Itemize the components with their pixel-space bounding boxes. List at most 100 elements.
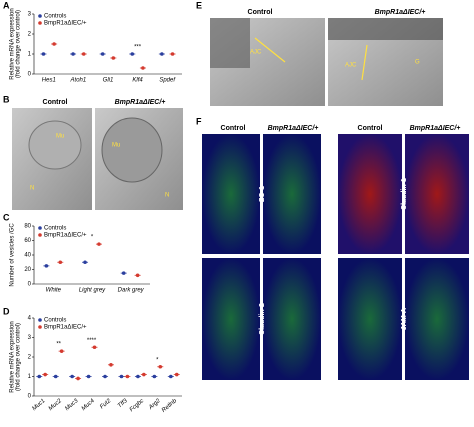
x-tick-label: Gli1 xyxy=(103,78,114,84)
image-label: G xyxy=(415,60,420,66)
y-tick-label: 2 xyxy=(28,355,32,361)
y-tick-label: 20 xyxy=(24,267,31,273)
x-tick-label: Hes1 xyxy=(42,78,56,84)
fluorescence-image xyxy=(338,258,402,380)
mucus-granule xyxy=(101,117,163,183)
dot xyxy=(100,52,105,56)
panel-letter: E xyxy=(196,0,202,10)
image-label: Mu xyxy=(112,143,120,149)
dot xyxy=(142,372,146,377)
dot xyxy=(109,363,113,367)
y-axis-label: Relative mRNA expression xyxy=(10,8,16,79)
dot xyxy=(121,271,126,275)
column-label: BmpR1aΔIEC/+ xyxy=(268,125,319,132)
x-tick-label: Light grey xyxy=(79,288,106,294)
dot xyxy=(141,66,145,70)
panel-letter: C xyxy=(3,212,10,222)
y-tick-label: 1 xyxy=(28,374,32,380)
y-axis-label: (fold change over control) xyxy=(16,323,22,391)
legend-label: BmpR1aΔIEC/+ xyxy=(44,325,87,331)
legend-label: Controls xyxy=(44,318,66,324)
dot xyxy=(58,260,63,265)
x-tick-label: Muc2 xyxy=(48,398,64,412)
dot xyxy=(41,52,46,56)
legend-marker xyxy=(38,14,42,18)
dot xyxy=(130,52,135,56)
dot xyxy=(86,374,91,379)
y-tick-label: 80 xyxy=(24,224,31,230)
dot xyxy=(125,374,130,379)
dot xyxy=(158,364,163,369)
x-tick-label: Muc4 xyxy=(81,398,97,412)
dot xyxy=(59,349,64,353)
dot xyxy=(97,242,101,246)
y-tick-label: 0 xyxy=(28,394,32,400)
legend-marker xyxy=(38,318,42,322)
dot xyxy=(92,345,97,350)
y-tick-label: 3 xyxy=(28,12,32,18)
panel-letter: F xyxy=(196,116,202,126)
fluorescence-image xyxy=(338,134,402,254)
x-tick-label: Fcgbc xyxy=(129,398,145,413)
dot xyxy=(76,376,80,381)
dot xyxy=(83,260,87,265)
panel-letter: B xyxy=(3,94,10,104)
column-label: Control xyxy=(221,125,246,132)
dot xyxy=(70,374,74,379)
dot xyxy=(160,52,164,56)
column-label: BmpR1aΔIEC/+ xyxy=(410,125,461,132)
y-axis-label: Number of vesicles /GC xyxy=(10,223,16,287)
stain-label: ZO-1 xyxy=(259,186,266,202)
fluorescence-image xyxy=(202,134,260,254)
stain-label: JAM-A xyxy=(401,308,408,330)
fluorescence-image xyxy=(202,258,260,380)
y-tick-label: 1 xyxy=(28,52,32,58)
microvilli xyxy=(328,18,443,40)
y-tick-label: 0 xyxy=(28,72,32,78)
dot xyxy=(111,56,116,60)
panel-letter: D xyxy=(3,306,10,316)
x-tick-label: Retlnb xyxy=(161,398,179,414)
stain-label: Claudin-1 xyxy=(401,178,408,210)
dot xyxy=(71,52,75,56)
y-tick-label: 2 xyxy=(28,32,32,38)
x-tick-label: Dark grey xyxy=(118,288,145,294)
x-tick-label: Spdef xyxy=(159,78,176,84)
y-tick-label: 3 xyxy=(28,335,32,341)
legend-marker xyxy=(38,226,42,230)
y-tick-label: 4 xyxy=(28,316,32,322)
significance: **** xyxy=(87,338,97,344)
dot xyxy=(136,374,140,379)
x-tick-label: Atoh1 xyxy=(70,78,87,84)
column-label: BmpR1aΔIEC/+ xyxy=(375,9,426,16)
fluorescence-image xyxy=(263,258,321,380)
dot xyxy=(170,52,175,56)
x-tick-label: Muc1 xyxy=(31,398,46,412)
y-tick-label: 0 xyxy=(28,282,32,288)
dot xyxy=(44,264,49,268)
column-label: Control xyxy=(43,99,68,106)
fluorescence-image xyxy=(263,134,321,254)
significance: ** xyxy=(56,342,61,348)
x-tick-label: Muc3 xyxy=(64,398,80,412)
dot xyxy=(52,42,56,46)
fluorescence-image xyxy=(405,258,469,380)
x-tick-label: Tff3 xyxy=(117,398,129,410)
y-tick-label: 40 xyxy=(24,253,31,259)
image-label: N xyxy=(165,193,169,199)
dot xyxy=(37,374,42,379)
legend-marker xyxy=(38,325,42,329)
dot xyxy=(81,52,86,56)
legend-marker xyxy=(38,233,42,237)
significance: *** xyxy=(134,45,142,51)
dot xyxy=(135,273,140,278)
fluorescence-image xyxy=(405,134,469,254)
column-label: BmpR1aΔIEC/+ xyxy=(115,99,166,106)
significance: * xyxy=(156,357,159,363)
legend-label: BmpR1aΔIEC/+ xyxy=(44,21,87,27)
dot xyxy=(152,374,157,379)
panel-letter: A xyxy=(3,0,10,10)
dot xyxy=(43,372,47,377)
y-axis-label: Relative mRNA expression xyxy=(10,321,16,392)
